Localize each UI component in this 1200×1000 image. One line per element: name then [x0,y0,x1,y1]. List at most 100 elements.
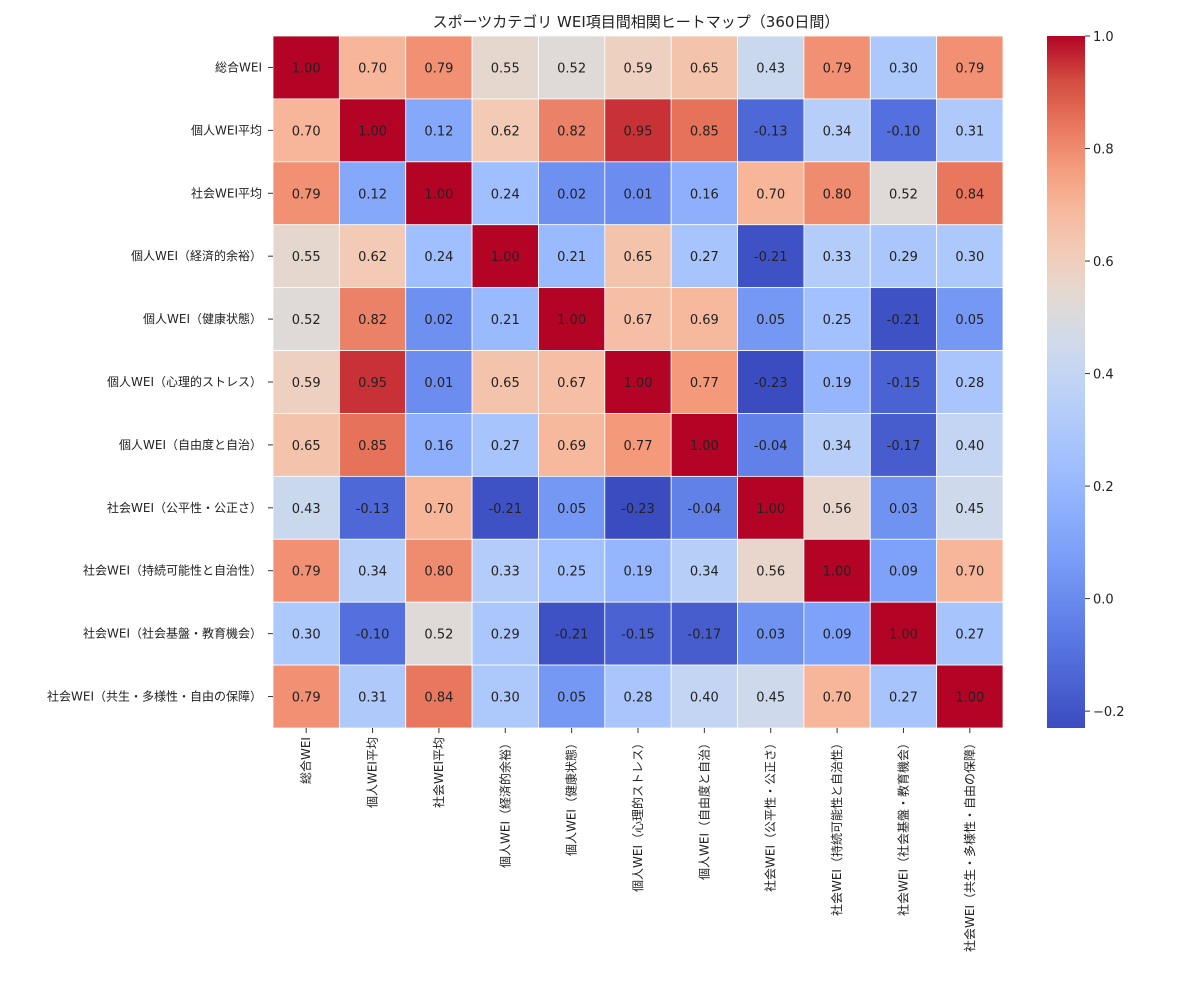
colorbar-tick-label-6: −0.2 [1093,705,1125,720]
cell-0-10 [936,35,1004,100]
cell-label-1-8: 0.34 [823,124,852,139]
cell-2-6 [670,161,738,226]
cell-6-5 [604,413,672,477]
y-tick-label-2: 社会WEI平均 [191,185,262,200]
cell-label-7-2: 0.70 [424,502,453,517]
cell-label-4-3: 0.21 [491,313,520,328]
cell-label-8-2: 0.80 [424,565,453,580]
cell-label-4-9: -0.21 [887,313,921,328]
cell-9-0 [272,601,340,666]
cell-label-2-2: 1.00 [424,187,453,202]
cell-label-10-7: 0.45 [756,691,785,706]
x-tick-label-9: 社会WEI（社会基盤・教育機会） [895,737,910,916]
y-tick-label-3: 個人WEI（経済的余裕） [131,248,262,263]
cell-label-6-0: 0.65 [292,439,321,454]
x-tick-label-7: 社会WEI（公平性・公正さ） [763,737,778,892]
colorbar: 1.0 0.8 0.6 0.4 0.2 0.0 −0.2 [1047,30,1125,728]
cell-7-10 [936,475,1004,540]
cell-label-2-4: 0.02 [557,187,586,202]
cell-label-0-5: 0.59 [624,61,653,76]
cell-8-8 [803,538,871,603]
cell-3-1 [338,224,407,289]
cell-6-3 [471,413,539,477]
cell-1-2 [405,98,473,163]
cell-2-4 [538,161,606,226]
cell-8-9 [869,538,938,603]
cell-label-10-3: 0.30 [491,691,520,706]
cell-1-10 [936,98,1004,163]
cell-8-10 [936,538,1004,603]
cell-label-6-7: -0.04 [754,439,788,454]
cell-5-10 [936,350,1004,414]
cell-label-3-3: 1.00 [491,250,520,265]
cell-1-1 [338,98,407,163]
cell-2-0 [272,161,340,226]
cell-label-6-5: 0.77 [624,439,653,454]
cell-4-6 [670,287,738,351]
cell-label-8-3: 0.33 [491,565,520,580]
cell-3-4 [538,224,606,289]
cell-7-4 [538,475,606,540]
y-tick-label-5: 個人WEI（心理的ストレス） [107,374,262,389]
cell-label-2-0: 0.79 [292,187,321,202]
cell-label-9-9: 1.00 [889,628,918,643]
cell-label-10-8: 0.70 [823,691,852,706]
cell-label-2-1: 0.12 [358,187,387,202]
colorbar-tick-label-0: 1.0 [1093,30,1114,45]
cell-4-4 [538,287,606,351]
x-tick-label-3: 個人WEI（経済的余裕） [497,737,512,868]
cell-4-10 [936,287,1004,351]
cell-label-2-6: 0.16 [690,187,719,202]
y-tick-label-7: 社会WEI（公平性・公正さ） [107,500,262,515]
cell-label-6-1: 0.85 [358,439,387,454]
cell-10-8 [803,664,871,729]
cell-1-0 [272,98,340,163]
cell-label-3-9: 0.29 [889,250,918,265]
cell-1-9 [869,98,938,163]
colorbar-tick-label-5: 0.0 [1093,593,1114,608]
colorbar-ticks: 1.0 0.8 0.6 0.4 0.2 0.0 −0.2 [1085,30,1125,720]
cell-label-9-3: 0.29 [491,628,520,643]
cell-3-8 [803,224,871,289]
x-axis-ticks: 総合WEI 個人WEI平均 社会WEI平均 個人WEI（経済的余裕） 個人WEI（健康状… [298,728,977,952]
cell-0-9 [869,35,938,100]
x-tick-label-1: 個人WEI平均 [366,737,380,808]
cell-3-6 [670,224,738,289]
cell-7-3 [471,475,539,540]
cell-label-6-4: 0.69 [557,439,586,454]
x-tick-label-0: 総合WEI [298,737,313,784]
colorbar-gradient [1047,36,1085,728]
cell-label-2-3: 0.24 [491,187,520,202]
cell-label-3-7: -0.21 [754,250,788,265]
cell-label-7-0: 0.43 [292,502,321,517]
cell-label-3-2: 0.24 [424,250,453,265]
cell-label-5-8: 0.19 [823,376,852,391]
cell-label-5-9: -0.15 [887,376,921,391]
y-tick-label-10: 社会WEI（共生・多様性・自由の保障） [47,689,262,704]
cell-4-0 [272,287,340,351]
cell-4-3 [471,287,539,351]
cell-6-6 [670,413,738,477]
cell-label-2-10: 0.84 [955,187,984,202]
x-tick-label-6: 個人WEI（自由度と自治） [696,737,711,880]
cell-10-2 [405,664,473,729]
cell-label-10-0: 0.79 [292,691,321,706]
cell-3-5 [604,224,672,289]
cell-0-4 [538,35,606,100]
cell-label-4-1: 0.82 [358,313,387,328]
cell-7-5 [604,475,672,540]
cell-9-3 [471,601,539,666]
cell-1-8 [803,98,871,163]
cell-2-5 [604,161,672,226]
cell-label-0-10: 0.79 [955,61,984,76]
cell-9-5 [604,601,672,666]
cell-label-0-6: 0.65 [690,61,719,76]
cell-label-9-4: -0.21 [555,628,589,643]
cell-4-9 [869,287,938,351]
cell-label-5-0: 0.59 [292,376,321,391]
colorbar-tick-label-1: 0.8 [1093,143,1114,158]
cell-label-5-6: 0.77 [690,376,719,391]
cell-9-7 [737,601,805,666]
cell-4-1 [338,287,407,351]
